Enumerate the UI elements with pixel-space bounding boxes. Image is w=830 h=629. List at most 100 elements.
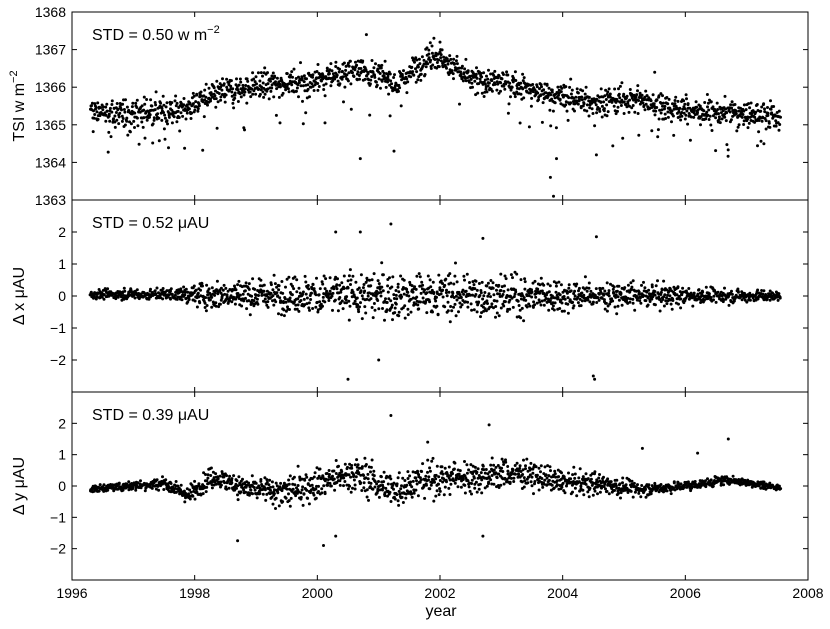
data-point: [257, 294, 260, 297]
data-point: [607, 292, 610, 295]
data-point: [347, 487, 350, 490]
data-point: [304, 111, 307, 114]
data-point: [711, 129, 714, 132]
data-point: [725, 111, 728, 114]
data-point: [644, 108, 647, 111]
data-point: [163, 114, 166, 117]
data-point: [620, 292, 623, 295]
data-point: [202, 492, 205, 495]
data-point: [234, 92, 237, 95]
data-point: [777, 292, 780, 295]
data-point: [709, 115, 712, 118]
data-point: [586, 103, 589, 106]
data-point: [564, 491, 567, 494]
data-point: [310, 292, 313, 295]
data-point: [496, 476, 499, 479]
data-point: [761, 293, 764, 296]
data-point: [716, 108, 719, 111]
data-point: [355, 458, 358, 461]
data-point: [470, 82, 473, 85]
data-point: [518, 467, 521, 470]
data-point: [692, 116, 695, 119]
data-point: [96, 101, 99, 104]
data-point: [130, 122, 133, 125]
data-point: [468, 281, 471, 284]
data-point: [336, 287, 339, 290]
data-point: [228, 475, 231, 478]
data-point: [560, 87, 563, 90]
data-point: [572, 466, 575, 469]
data-point: [438, 65, 441, 68]
data-point: [260, 71, 263, 74]
data-point: [687, 287, 690, 290]
data-point: [454, 262, 457, 265]
data-point: [548, 290, 551, 293]
data-point: [319, 287, 322, 290]
data-point: [447, 487, 450, 490]
data-point: [486, 90, 489, 93]
data-point: [449, 282, 452, 285]
data-point: [391, 304, 394, 307]
data-point: [459, 469, 462, 472]
data-point: [650, 99, 653, 102]
data-point: [324, 94, 327, 97]
data-point: [360, 273, 363, 276]
data-point: [350, 108, 353, 111]
data-point: [386, 301, 389, 304]
data-point: [210, 467, 213, 470]
data-point: [372, 66, 375, 69]
data-point: [603, 109, 606, 112]
data-point: [390, 500, 393, 503]
data-point: [288, 90, 291, 93]
data-point: [243, 94, 246, 97]
data-point: [760, 140, 763, 143]
data-point: [511, 276, 514, 279]
data-point: [192, 102, 195, 105]
data-point: [492, 293, 495, 296]
data-point: [554, 472, 557, 475]
data-point: [566, 110, 569, 113]
data-point: [166, 122, 169, 125]
data-point: [411, 496, 414, 499]
data-point: [452, 283, 455, 286]
data-point: [105, 103, 108, 106]
data-point: [401, 496, 404, 499]
data-point: [554, 301, 557, 304]
data-point: [236, 479, 239, 482]
y-tick-label: 1: [58, 256, 66, 272]
data-point: [118, 112, 121, 115]
data-point: [139, 479, 142, 482]
data-point: [460, 486, 463, 489]
data-point: [151, 142, 154, 145]
data-point: [308, 301, 311, 304]
data-point: [617, 492, 620, 495]
data-point: [403, 279, 406, 282]
y-tick-label: 1367: [35, 42, 66, 58]
data-point: [183, 500, 186, 503]
data-point: [252, 299, 255, 302]
data-point: [471, 86, 474, 89]
data-point: [457, 310, 460, 313]
data-point: [494, 316, 497, 319]
data-point: [303, 492, 306, 495]
data-point: [166, 119, 169, 122]
data-point: [389, 223, 392, 226]
data-point: [310, 82, 313, 85]
data-point: [324, 277, 327, 280]
data-point: [466, 306, 469, 309]
data-point: [243, 128, 246, 131]
data-point: [518, 304, 521, 307]
data-point: [163, 127, 166, 130]
data-point: [438, 286, 441, 289]
data-point: [390, 82, 393, 85]
data-point: [491, 474, 494, 477]
data-point: [243, 91, 246, 94]
data-point: [677, 100, 680, 103]
data-point: [432, 292, 435, 295]
data-point: [206, 477, 209, 480]
data-point: [737, 290, 740, 293]
data-point: [701, 291, 704, 294]
data-point: [431, 311, 434, 314]
data-point: [231, 102, 234, 105]
data-point: [475, 481, 478, 484]
